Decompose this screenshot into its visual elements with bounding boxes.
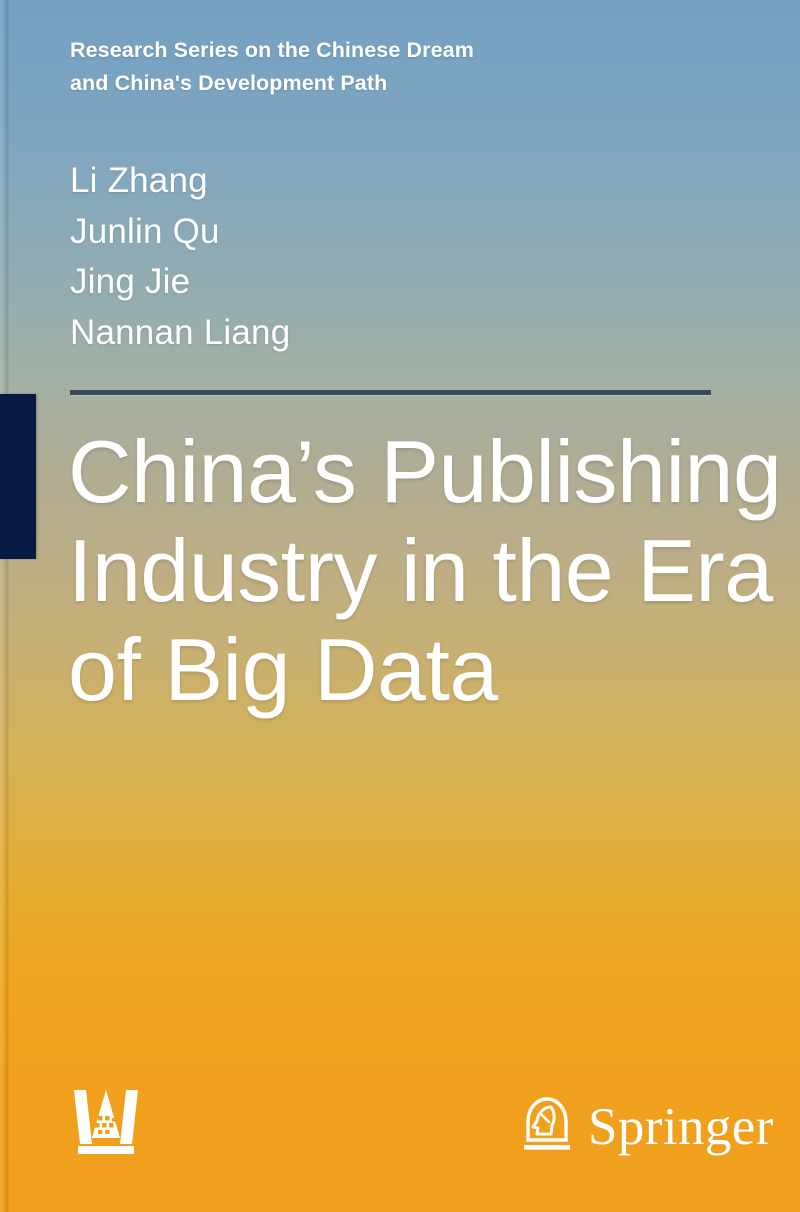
author-list: Li Zhang Junlin Qu Jing Jie Nannan Liang [70, 156, 710, 358]
navy-accent-block [0, 394, 36, 559]
series-title-line-2: and China's Development Path [70, 71, 388, 95]
springer-wordmark: Springer [588, 1097, 774, 1156]
title-divider-rule [70, 390, 711, 395]
author-name: Nannan Liang [70, 312, 291, 352]
book-title-line-3: of Big Data [68, 620, 498, 719]
author-name: Junlin Qu [70, 211, 220, 251]
book-title-line-1: China’s Publishing [68, 422, 782, 521]
springer-logo: Springer [518, 1090, 773, 1164]
springer-knight-icon [518, 1094, 576, 1161]
author-name: Jing Jie [70, 262, 191, 301]
book-title-line-2: Industry in the Era [68, 521, 773, 620]
series-title: Research Series on the Chinese Dream and… [70, 34, 710, 100]
book-title: China’s Publishing Industry in the Era o… [68, 422, 782, 719]
author-name: Li Zhang [70, 161, 208, 200]
spine-fold-edge [0, 0, 9, 1212]
series-title-line-1: Research Series on the Chinese Dream [70, 38, 474, 62]
ssap-publisher-logo [70, 1088, 142, 1160]
